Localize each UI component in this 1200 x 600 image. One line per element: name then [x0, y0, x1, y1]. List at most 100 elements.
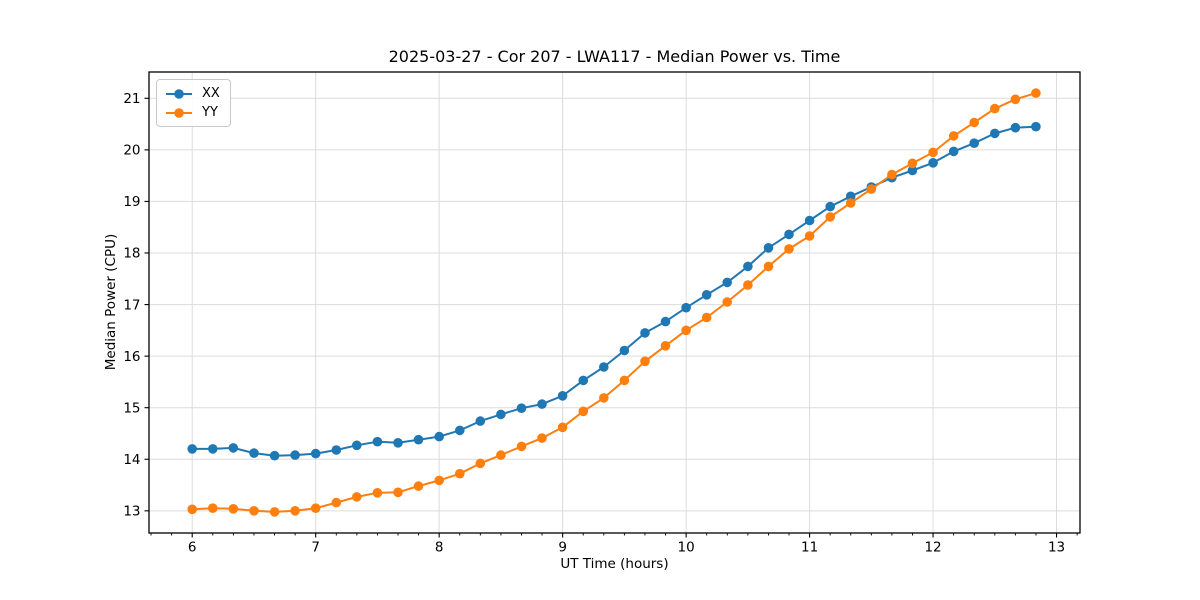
data-point-YY	[722, 297, 732, 307]
data-point-YY	[496, 450, 506, 460]
legend-line-marker-icon	[166, 88, 192, 99]
x-tick-label: 6	[188, 540, 197, 556]
data-point-YY	[352, 492, 362, 502]
data-point-YY	[887, 169, 897, 180]
data-point-XX	[208, 444, 218, 454]
data-point-XX	[496, 409, 506, 420]
data-point-YY	[866, 184, 877, 194]
data-point-XX	[948, 146, 959, 157]
x-tick-label: 11	[801, 540, 818, 556]
x-tick-label: 12	[924, 540, 941, 556]
data-point-YY	[290, 506, 300, 516]
data-point-YY	[413, 481, 424, 491]
data-point-XX	[352, 440, 362, 451]
data-point-YY	[599, 393, 609, 403]
data-point-YY	[475, 458, 486, 469]
data-point-XX	[310, 448, 321, 459]
y-tick-label: 20	[123, 143, 140, 159]
data-point-XX	[578, 375, 589, 386]
data-point-XX	[249, 448, 259, 458]
data-point-YY	[845, 198, 856, 208]
data-point-YY	[228, 504, 239, 514]
data-point-XX	[640, 328, 650, 338]
data-point-XX	[413, 434, 424, 445]
data-point-YY	[660, 341, 671, 351]
data-point-XX	[784, 229, 794, 240]
data-point-YY	[907, 158, 918, 169]
data-point-XX	[393, 438, 403, 448]
data-point-XX	[619, 345, 630, 356]
data-point-XX	[681, 302, 691, 313]
data-point-XX	[804, 215, 815, 226]
data-point-XX	[763, 243, 774, 253]
series-line-XX	[191, 125, 1037, 457]
data-point-XX	[537, 399, 547, 409]
legend-item-xx: XX	[164, 84, 220, 103]
plot-border	[148, 71, 1081, 534]
data-point-YY	[990, 103, 1000, 114]
y-tick-label: 17	[123, 297, 140, 313]
data-point-XX	[825, 201, 835, 212]
data-point-YY	[331, 497, 342, 508]
x-tick-label: 7	[311, 540, 320, 556]
x-tick-label: 10	[678, 540, 695, 556]
series-YY	[187, 88, 1041, 517]
y-tick-label: 18	[123, 246, 140, 262]
data-point-YY	[804, 231, 815, 241]
data-point-XX	[1031, 121, 1041, 132]
y-tick-label: 16	[123, 349, 140, 365]
data-point-XX	[743, 261, 753, 272]
data-point-XX	[928, 158, 938, 168]
data-point-XX	[475, 416, 486, 426]
data-point-YY	[208, 503, 218, 513]
x-axis-label: UT Time (hours)	[560, 556, 669, 572]
data-point-XX	[516, 403, 527, 414]
legend-label: YY	[202, 105, 218, 120]
data-point-YY	[537, 433, 547, 443]
chart-title: 2025-03-27 - Cor 207 - LWA117 - Median P…	[388, 47, 841, 66]
data-point-YY	[434, 475, 445, 486]
data-point-XX	[1010, 122, 1021, 133]
data-point-XX	[845, 191, 856, 202]
data-point-YY	[825, 212, 835, 222]
data-point-YY	[372, 488, 383, 498]
data-point-XX	[331, 445, 342, 455]
data-point-XX	[455, 425, 465, 436]
data-point-YY	[743, 280, 753, 290]
x-tick-label: 13	[1048, 540, 1065, 556]
data-point-YY	[393, 487, 403, 498]
data-point-XX	[228, 443, 239, 453]
data-point-YY	[701, 312, 712, 323]
x-tick-label: 9	[558, 540, 567, 556]
data-point-XX	[969, 138, 979, 148]
data-point-YY	[640, 356, 650, 367]
data-point-YY	[1031, 88, 1041, 98]
legend-label: XX	[202, 86, 220, 101]
gridlines	[149, 72, 1080, 533]
data-point-YY	[784, 244, 794, 254]
y-tick-label: 21	[123, 91, 140, 107]
data-point-XX	[269, 450, 280, 461]
data-point-XX	[290, 450, 300, 460]
series-line-YY	[191, 92, 1037, 513]
data-point-YY	[187, 504, 197, 515]
data-point-XX	[557, 391, 568, 401]
data-point-XX	[599, 362, 609, 372]
data-point-YY	[928, 147, 938, 158]
data-point-YY	[969, 117, 979, 128]
data-point-XX	[722, 277, 732, 288]
data-point-XX	[434, 431, 445, 442]
data-point-YY	[269, 507, 280, 517]
legend: XX YY	[156, 79, 231, 127]
data-point-YY	[619, 375, 630, 386]
data-point-YY	[578, 406, 589, 417]
data-point-YY	[557, 422, 568, 433]
legend-line-marker-icon	[166, 107, 192, 118]
axis-ticks: 6 7 8 9 10 11 12 13 13 14 15 16 17 18 19 20 21	[123, 91, 1078, 556]
x-tick-label: 8	[435, 540, 444, 556]
y-tick-label: 15	[123, 400, 140, 416]
data-point-XX	[990, 128, 1000, 139]
data-point-YY	[516, 441, 527, 452]
